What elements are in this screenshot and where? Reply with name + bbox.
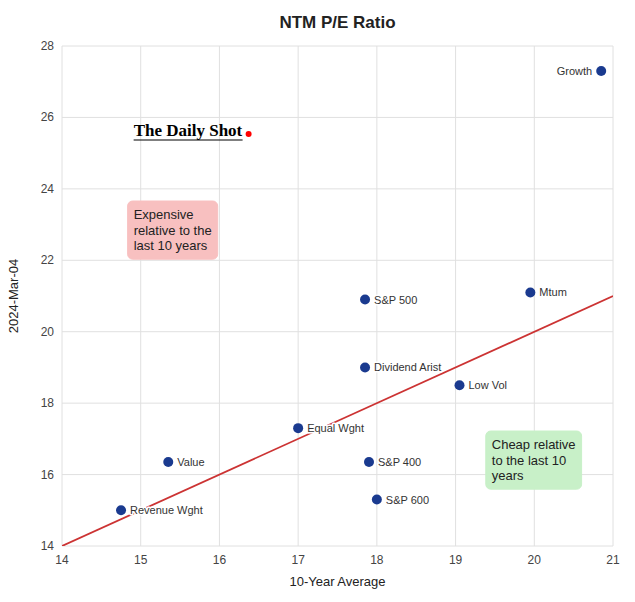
point-label: S&P 500 [374,294,417,306]
grid-line-x [298,46,299,546]
y-tick-label: 14 [41,539,55,553]
point [596,66,606,76]
point-label: Mtum [539,286,567,298]
x-axis-label: 10-Year Average [289,574,385,589]
point [360,295,370,305]
point [293,423,303,433]
point-label: Revenue Wght [130,504,203,516]
points [116,66,606,515]
y-tick-label: 24 [41,182,55,196]
point [455,380,465,390]
x-tick-label: 21 [606,553,620,567]
grid-line-x [455,46,456,546]
plot-area [62,66,613,546]
annotation-box: Cheap relativeto the last 10years [486,431,582,489]
grid-line-y [62,117,613,118]
y-tick-label: 18 [41,396,55,410]
x-tick-label: 17 [291,553,305,567]
watermark-dot [246,131,252,137]
grid-line-y [62,331,613,332]
point [360,362,370,372]
y-tick-label: 28 [41,39,55,53]
grid-line-y [62,546,613,547]
annotation-text: Expensiverelative to thelast 10 years [134,207,212,253]
annotation-text: Cheap relativeto the last 10years [492,437,576,483]
point [116,505,126,515]
x-tick-label: 20 [528,553,542,567]
y-tick-label: 20 [41,325,55,339]
y-tick-label: 16 [41,468,55,482]
y-axis-label: 2024-Mar-04 [6,259,21,333]
lines [62,296,613,546]
point [364,457,374,467]
point [525,287,535,297]
point-label: S&P 400 [378,456,421,468]
point-label: Growth [557,65,592,77]
x-tick-label: 18 [370,553,384,567]
grid-line-y [62,188,613,189]
grid [62,46,613,546]
point-label: S&P 600 [386,494,429,506]
x-tick-label: 19 [449,553,463,567]
background [0,0,635,602]
point-label: Equal Wght [307,422,364,434]
title: NTM P/E Ratio [279,13,395,32]
x-tick-label: 16 [213,553,227,567]
y-tick-label: 22 [41,253,55,267]
grid-line-y [62,403,613,404]
reference-line [62,296,613,546]
point [163,457,173,467]
grid-line-x [62,46,63,546]
annotation-box-background [486,431,582,489]
annotation-box-background [128,201,218,259]
point [372,495,382,505]
point-label: Value [177,456,204,468]
point-label: Low Vol [469,379,508,391]
y-tick-label: 26 [41,110,55,124]
watermark: The Daily Shot [134,121,243,140]
annotations: The Daily Shot Expensiverelative to thela… [128,121,582,489]
point-label: Dividend Arist [374,361,441,373]
grid-line-y [62,260,613,261]
annotation-box: Expensiverelative to thelast 10 years [128,201,218,259]
watermark-underline [134,139,243,140]
point-labels: Revenue Wght Value Equal Wght Dividend Aris… [130,65,592,516]
x-tick-label: 14 [55,553,69,567]
grid-line-y [62,46,613,47]
x-tick-label: 15 [134,553,148,567]
chart: 14 15 16 17 18 19 20 21 14 16 18 20 22 24 26 28 NTM P/E … [0,0,635,602]
